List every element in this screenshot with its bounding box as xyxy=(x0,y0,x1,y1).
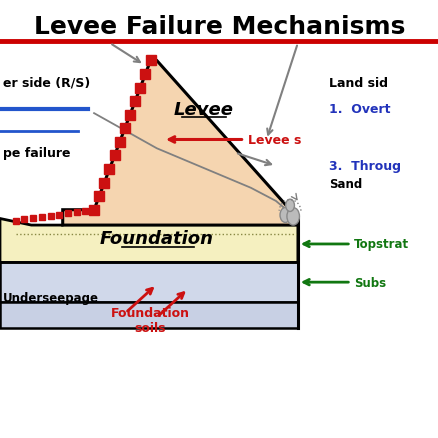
Text: er side (R/S): er side (R/S) xyxy=(3,77,90,90)
Circle shape xyxy=(279,208,290,223)
Text: Levee: Levee xyxy=(173,100,233,119)
Text: Land sid: Land sid xyxy=(328,77,387,90)
Polygon shape xyxy=(0,195,297,263)
Text: Foundation
soils: Foundation soils xyxy=(111,307,190,335)
Text: Foundation: Foundation xyxy=(99,230,213,248)
Text: 3.  Throug: 3. Throug xyxy=(328,160,400,173)
Text: pe failure: pe failure xyxy=(3,147,71,160)
Text: Levee Failure Mechanisms: Levee Failure Mechanisms xyxy=(34,15,404,39)
Text: Levee s: Levee s xyxy=(247,134,300,147)
Text: Subs: Subs xyxy=(353,276,385,289)
Polygon shape xyxy=(0,263,297,302)
Polygon shape xyxy=(0,302,297,328)
Circle shape xyxy=(285,200,294,212)
Text: 1.  Overt: 1. Overt xyxy=(328,103,390,116)
Text: Underseepage: Underseepage xyxy=(3,291,99,304)
Polygon shape xyxy=(63,61,297,226)
Text: Topstrat: Topstrat xyxy=(353,238,409,251)
Text: Sand: Sand xyxy=(328,177,362,191)
Circle shape xyxy=(286,208,299,226)
